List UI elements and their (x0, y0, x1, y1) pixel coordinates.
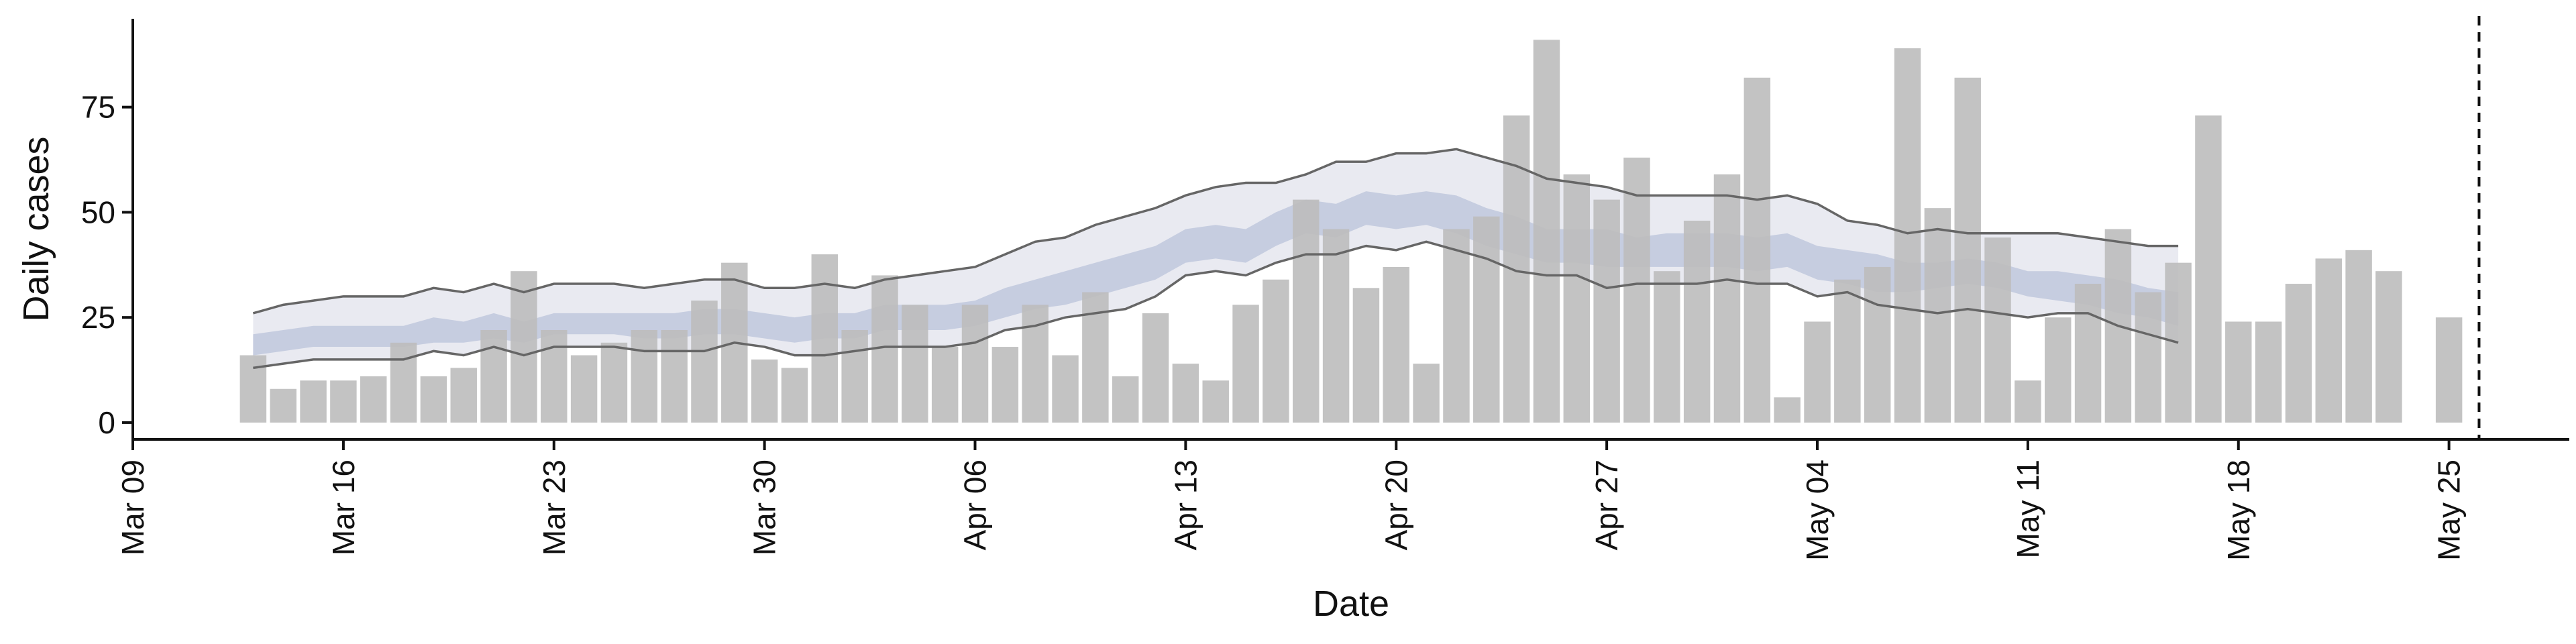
x-tick-label: May 04 (1800, 460, 1835, 561)
bar (991, 347, 1019, 423)
bar (1263, 279, 1289, 423)
lower-interval-line (253, 240, 2179, 370)
upper-interval-line (252, 148, 2179, 315)
x-tick-label: Mar 09 (115, 460, 150, 555)
bar (270, 388, 297, 423)
bar (1623, 157, 1650, 423)
bar (1473, 216, 1500, 423)
bar (570, 355, 598, 423)
bar (902, 305, 928, 423)
bar (1383, 266, 1409, 423)
bar (1503, 115, 1530, 423)
bar (1293, 199, 1320, 423)
bar (1322, 229, 1350, 423)
x-axis-title: Date (1313, 584, 1389, 624)
bar (1804, 321, 1831, 423)
bar (390, 342, 417, 423)
y-ticks: 0 25 50 75 (81, 90, 133, 440)
bar (751, 359, 778, 423)
bar (239, 355, 267, 423)
x-tick-label: May 18 (2221, 460, 2256, 561)
bar (2375, 271, 2402, 423)
bar (931, 347, 959, 423)
bar (2315, 258, 2343, 423)
bar (300, 380, 327, 423)
bar (541, 329, 568, 423)
bar (480, 329, 507, 423)
bar (2285, 284, 2312, 423)
bar (1713, 174, 1741, 423)
bar (2255, 321, 2282, 423)
bar (1112, 376, 1139, 423)
y-axis-title: Daily cases (16, 136, 56, 321)
bar (1683, 220, 1711, 423)
bar (1743, 77, 1771, 423)
bar (600, 342, 628, 423)
bar (841, 329, 868, 423)
bar (811, 254, 839, 423)
bar (2435, 317, 2463, 423)
bar (450, 368, 477, 423)
bar (691, 301, 718, 423)
x-tick-label: Apr 20 (1379, 460, 1413, 551)
bar (330, 380, 357, 423)
bar (1984, 237, 2011, 423)
bar (1774, 397, 1801, 423)
y-tick-label: 75 (81, 90, 115, 125)
bar (2135, 292, 2161, 423)
bar (2195, 115, 2222, 423)
bar (1142, 313, 1169, 423)
bar (961, 305, 989, 423)
bar (1864, 266, 1891, 423)
bar (360, 376, 387, 423)
daily-case-bars (239, 40, 2463, 423)
x-tick-label: Mar 30 (747, 460, 782, 555)
bar (1413, 364, 1440, 423)
axes (131, 19, 2569, 441)
bar (631, 329, 658, 423)
bar (1533, 40, 1560, 423)
x-tick-label: Apr 06 (958, 460, 993, 551)
bar (1563, 174, 1591, 423)
bar (1232, 305, 1259, 423)
bar (1052, 355, 1079, 423)
bar (2074, 284, 2102, 423)
x-tick-label: Mar 23 (537, 460, 572, 555)
x-tick-label: Mar 16 (326, 460, 361, 555)
bar (420, 376, 447, 423)
bar (1954, 77, 1981, 423)
bar (1172, 364, 1199, 423)
bar (1654, 271, 1680, 423)
bar (2225, 321, 2252, 423)
interval-lines (252, 148, 2179, 370)
bar (1443, 229, 1470, 423)
bar (781, 368, 808, 423)
x-tick-label: Apr 27 (1589, 460, 1624, 551)
bar (2044, 317, 2072, 423)
bar (1894, 48, 1921, 423)
y-tick-label: 0 (98, 405, 115, 440)
bar (1834, 279, 1861, 423)
bar (1202, 380, 1229, 423)
x-tick-label: May 25 (2432, 460, 2467, 561)
bar (661, 329, 688, 423)
bar (511, 271, 537, 423)
bar (2015, 380, 2041, 423)
x-ticks: Mar 09 Mar 16 Mar 23 Mar 30 Apr 06 Apr 13 Apr … (115, 439, 2467, 561)
bar (1924, 208, 1951, 423)
bar (2345, 250, 2372, 423)
x-tick-label: Apr 13 (1168, 460, 1203, 551)
y-tick-label: 50 (81, 195, 115, 229)
y-tick-label: 25 (81, 300, 115, 335)
bar (1352, 288, 1380, 423)
bar (1593, 199, 1620, 423)
x-tick-label: May 11 (2010, 460, 2045, 558)
